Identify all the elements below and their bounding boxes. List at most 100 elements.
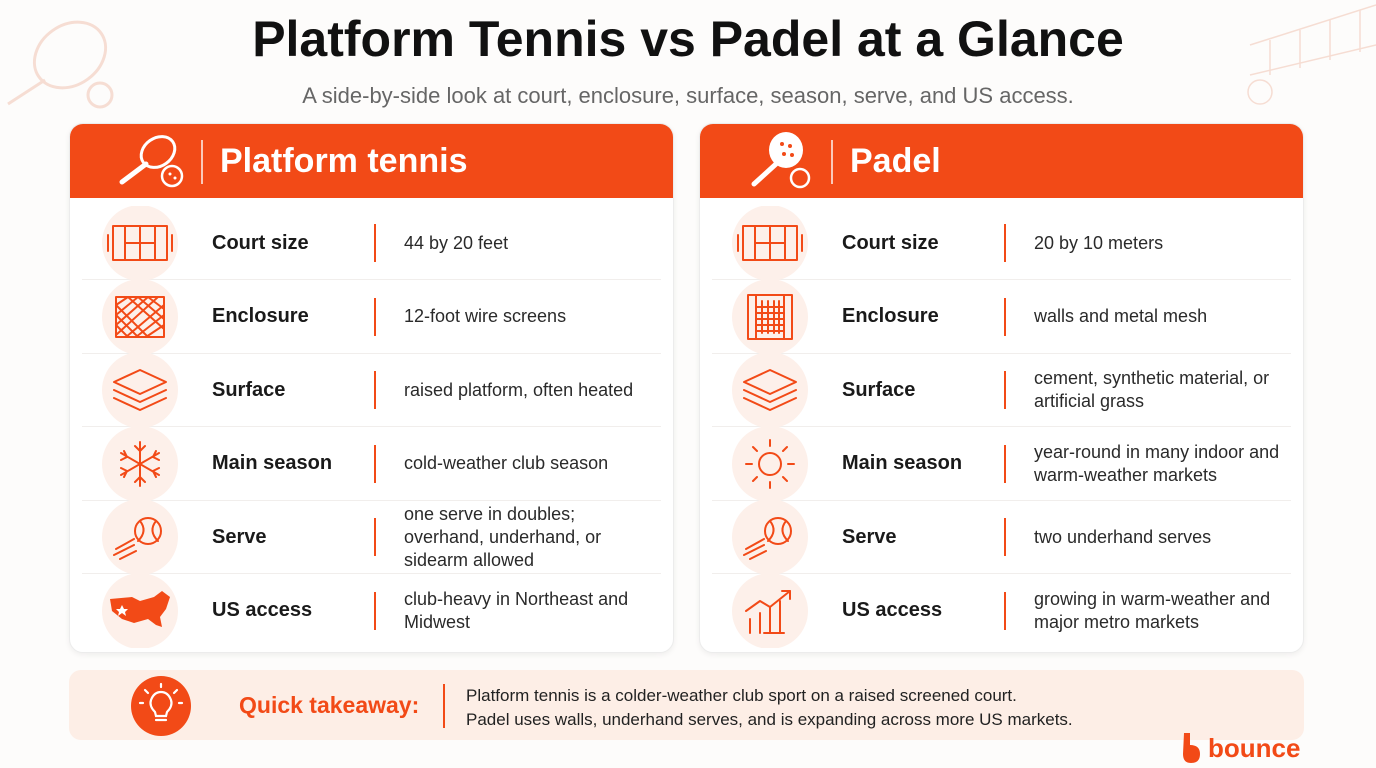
icon-shape xyxy=(134,517,162,545)
row-label: Enclosure xyxy=(842,305,939,327)
header-icon xyxy=(751,132,811,189)
row-icon xyxy=(732,426,808,501)
row-label: Surface xyxy=(842,378,916,401)
brand-mark xyxy=(1183,733,1200,763)
decor-shape xyxy=(86,81,114,109)
brand-shape xyxy=(1183,733,1200,763)
row-value: club-heavy in Northeast and Midwest xyxy=(404,588,629,632)
takeaway-label: Quick takeaway: xyxy=(239,692,420,718)
row-value: 12-foot wire screens xyxy=(404,306,567,326)
icon-shape xyxy=(110,590,170,627)
row-value: 44 by 20 feet xyxy=(404,232,509,253)
divider xyxy=(831,140,833,184)
row-icon xyxy=(102,426,178,501)
divider xyxy=(1004,591,1006,630)
icon-shape xyxy=(115,295,165,338)
icon-shape xyxy=(745,438,795,489)
divider xyxy=(374,591,376,630)
icon-shape xyxy=(745,589,791,634)
icon-shape xyxy=(743,517,792,560)
row-icon xyxy=(102,206,178,280)
icon-shape xyxy=(173,176,177,180)
row-icon xyxy=(732,206,808,280)
row-label: Serve xyxy=(842,525,897,548)
icon-shape xyxy=(788,144,792,148)
row-separator xyxy=(712,279,1291,280)
icon-shape xyxy=(113,389,167,403)
icon-shape xyxy=(102,353,178,427)
card-title: Padel xyxy=(850,142,941,180)
card-title: Platform tennis xyxy=(220,142,468,180)
divider xyxy=(443,684,445,728)
decor-net xyxy=(1247,4,1376,105)
row-value: one serve in doubles; overhand, underhan… xyxy=(404,503,602,570)
row-icon xyxy=(732,573,808,648)
row-label: Enclosure xyxy=(212,305,309,327)
page-subtitle: A side-by-side look at court, enclosure,… xyxy=(302,83,1074,108)
icon-shape xyxy=(764,517,792,545)
takeaway-line: Padel uses walls, underhand serves, and … xyxy=(466,710,1073,729)
row-value: two underhand serves xyxy=(1034,526,1212,547)
row-value: year-round in many indoor and warm-weath… xyxy=(1034,441,1280,485)
row: Surface raised platform, often heated xyxy=(70,353,673,427)
icon-shape xyxy=(767,520,789,542)
icon-shape xyxy=(160,164,184,188)
divider xyxy=(374,371,376,409)
row-separator xyxy=(82,499,661,501)
row-label: Serve xyxy=(212,525,267,548)
row-icon xyxy=(732,353,808,427)
icon-shape xyxy=(113,517,162,560)
row-separator xyxy=(712,573,1291,574)
row-value: cement, synthetic material, or artificia… xyxy=(1034,368,1270,411)
row-separator xyxy=(82,352,661,354)
icon-shape xyxy=(758,451,782,476)
header-icon xyxy=(119,135,184,188)
row-value: walls and metal mesh xyxy=(1034,306,1208,326)
icon-shape xyxy=(790,153,794,157)
icon-shape xyxy=(743,389,797,403)
card: Platform tennis Court size 44 by 20 feet En… xyxy=(69,123,674,653)
row: Enclosure walls and metal mesh xyxy=(700,279,1303,354)
icon-shape xyxy=(139,135,177,169)
row-separator xyxy=(82,573,661,574)
icon-shape xyxy=(107,225,173,261)
row-separator xyxy=(712,426,1291,427)
row-separator xyxy=(82,279,661,280)
bulb xyxy=(138,682,184,722)
row-value: 20 by 10 meters xyxy=(1034,232,1164,253)
row-icon xyxy=(732,279,808,354)
icon-shape xyxy=(137,520,159,542)
row-label: Surface xyxy=(212,378,286,401)
icon-shape xyxy=(119,161,149,185)
divider xyxy=(1004,224,1006,262)
divider xyxy=(201,140,203,184)
row: Main season cold-weather club season xyxy=(70,426,673,501)
icon-shape xyxy=(755,299,785,334)
icon-shape xyxy=(747,293,793,340)
decor-shape xyxy=(1247,79,1273,105)
row: US access club-heavy in Northeast and Mid… xyxy=(70,573,673,648)
icon-shape xyxy=(113,369,167,411)
takeaway-box xyxy=(69,670,1304,740)
background-decor xyxy=(7,4,1376,109)
row-value: raised platform, often heated xyxy=(404,379,634,400)
icon-shape xyxy=(110,590,170,627)
icon-shape xyxy=(116,604,128,616)
row-label: Court size xyxy=(212,231,309,254)
row-separator xyxy=(712,499,1291,501)
icon-shape xyxy=(745,438,795,489)
ray xyxy=(143,688,150,695)
brand-name: bounce xyxy=(1208,733,1301,763)
icon-shape xyxy=(168,172,172,176)
row-label: US access xyxy=(842,599,943,621)
icon-shape xyxy=(780,142,784,146)
ray xyxy=(172,688,179,695)
icon-shape xyxy=(732,279,808,354)
icon-shape xyxy=(113,369,167,395)
decor-shape xyxy=(32,20,108,90)
card: Padel Court size 20 by 10 meters Enclosure w… xyxy=(699,123,1304,653)
icon-shape xyxy=(743,397,797,411)
icon-shape xyxy=(115,295,165,338)
row: Serve one serve in doubles; overhand, und… xyxy=(70,500,673,574)
divider xyxy=(374,444,376,483)
